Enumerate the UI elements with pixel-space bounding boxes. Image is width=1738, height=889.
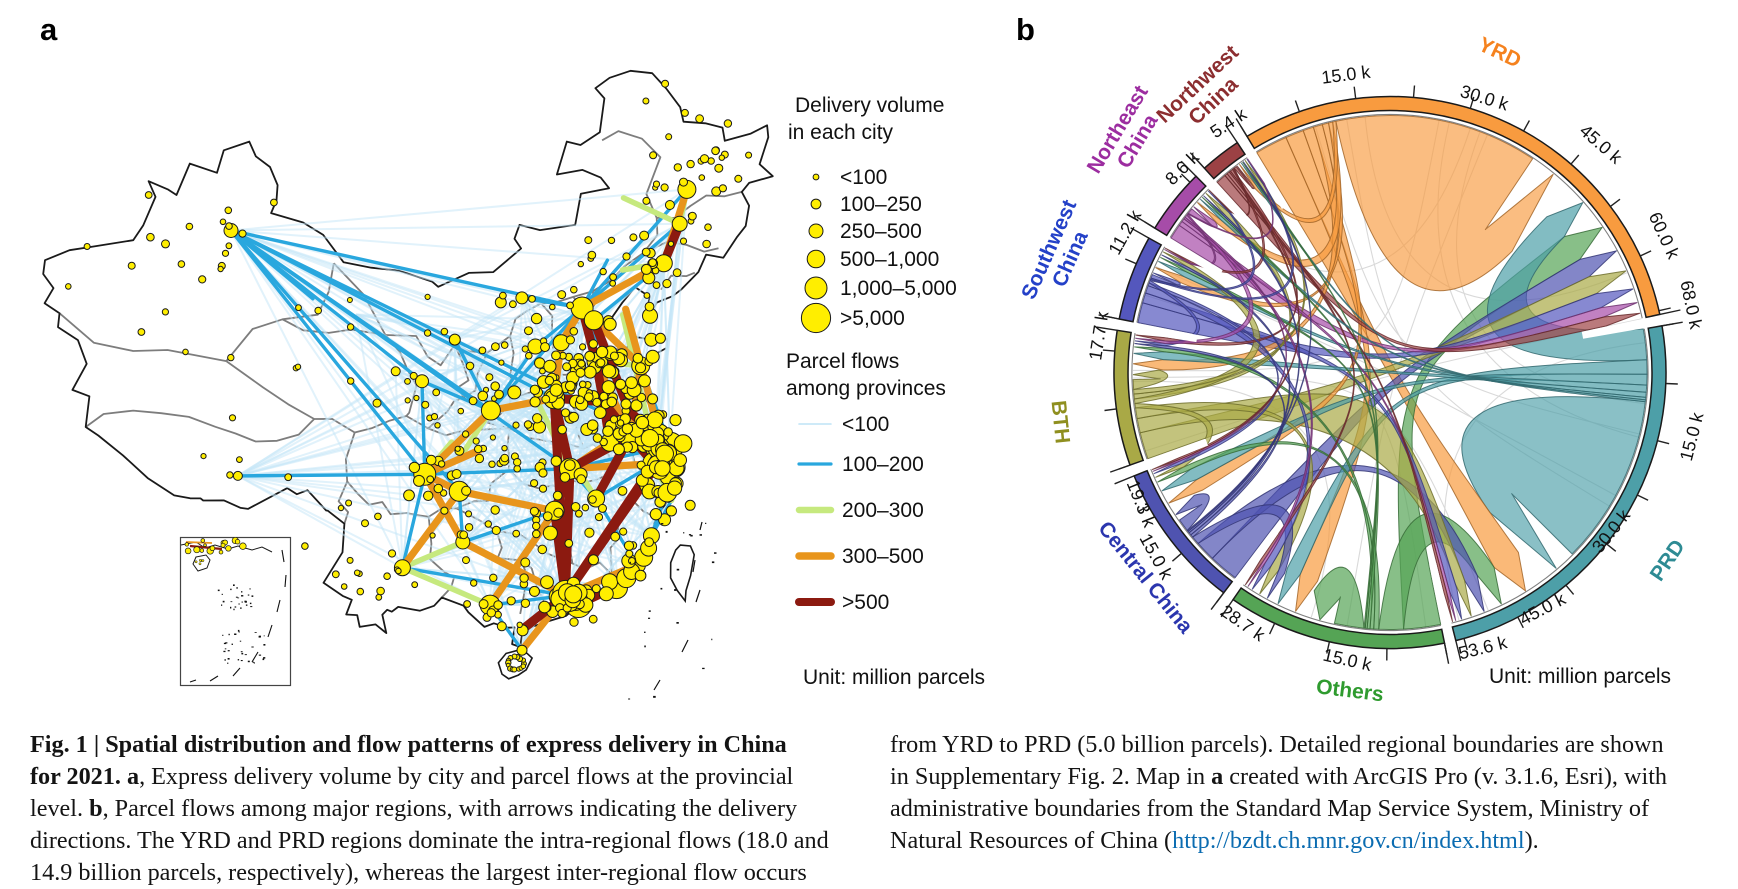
svg-text:15.0 k: 15.0 k <box>1321 645 1374 676</box>
svg-text:b: b <box>1016 12 1035 47</box>
svg-text:among provinces: among provinces <box>786 377 946 400</box>
svg-text:<100: <100 <box>840 166 887 189</box>
svg-text:200–300: 200–300 <box>842 499 924 522</box>
svg-text:300–500: 300–500 <box>842 545 924 568</box>
svg-text:250–500: 250–500 <box>840 220 922 243</box>
svg-text:a: a <box>40 12 58 47</box>
svg-text:60.0 k: 60.0 k <box>1645 209 1684 263</box>
svg-text:1,000–5,000: 1,000–5,000 <box>840 277 957 300</box>
svg-text:Unit: million parcels: Unit: million parcels <box>803 666 985 689</box>
svg-text:BTH: BTH <box>1047 399 1074 444</box>
svg-text:PRD: PRD <box>1646 536 1690 586</box>
svg-text:Parcel flows: Parcel flows <box>786 350 899 373</box>
svg-text:15.0 k: 15.0 k <box>1676 410 1708 463</box>
svg-text:45.0 k: 45.0 k <box>1576 120 1627 168</box>
svg-text:68.0 k: 68.0 k <box>1676 279 1706 332</box>
svg-text:Others: Others <box>1315 675 1385 706</box>
svg-text:Delivery volume: Delivery volume <box>795 94 944 117</box>
svg-text:Unit: million parcels: Unit: million parcels <box>1489 665 1671 688</box>
svg-text:>5,000: >5,000 <box>840 307 905 330</box>
svg-text:YRD: YRD <box>1475 33 1525 73</box>
svg-text:>500: >500 <box>842 591 889 614</box>
svg-text:in each city: in each city <box>788 121 894 144</box>
svg-text:100–200: 100–200 <box>842 453 924 476</box>
svg-text:100–250: 100–250 <box>840 193 922 216</box>
svg-text:500–1,000: 500–1,000 <box>840 248 939 271</box>
svg-text:<100: <100 <box>842 413 889 436</box>
svg-text:15.0 k: 15.0 k <box>1320 62 1372 88</box>
svg-text:11.2 k: 11.2 k <box>1105 206 1146 258</box>
